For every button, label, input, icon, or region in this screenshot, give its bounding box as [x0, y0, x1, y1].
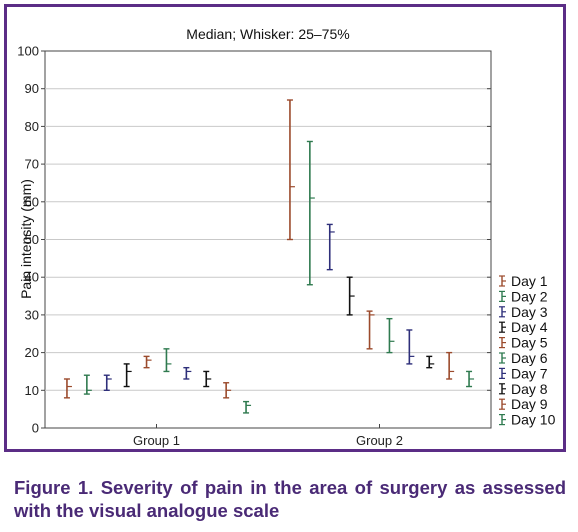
legend-item: Day 5 — [499, 335, 548, 351]
box-mark — [103, 374, 112, 391]
figure-caption: Figure 1. Severity of pain in the area o… — [14, 477, 566, 521]
box-mark — [143, 355, 152, 369]
box-mark — [446, 351, 455, 380]
y-tick-label: 10 — [25, 383, 39, 398]
box-mark — [346, 276, 355, 316]
legend-item: Day 2 — [499, 288, 548, 304]
box-mark — [426, 355, 435, 369]
box-mark — [83, 374, 92, 395]
legend-label: Day 5 — [511, 335, 548, 351]
y-tick-label: 60 — [25, 194, 39, 209]
legend-label: Day 3 — [511, 304, 548, 320]
figure-frame: 0 10 20 30 40 50 60 70 80 90 100 Group 1 Group 2 Da… — [4, 4, 566, 452]
x-tick-label: Group 2 — [356, 433, 403, 448]
y-tick-label: 80 — [25, 119, 39, 134]
box-mark — [243, 400, 252, 414]
y-tick-label: 30 — [25, 307, 39, 322]
y-tick-label: 50 — [25, 232, 39, 247]
box-mark — [406, 329, 415, 365]
y-axis-label: Pain intensity (mm) — [18, 179, 34, 299]
chart-title: Median; Whisker: 25–75% — [186, 26, 349, 42]
x-axis-ticks: Group 1 Group 2 — [133, 424, 403, 448]
y-tick-label: 40 — [25, 270, 39, 285]
legend-label: Day 8 — [511, 381, 548, 397]
legend-item: Day 3 — [499, 304, 548, 320]
y-tick-label: 100 — [17, 44, 39, 59]
y-axis-ticks: 0 10 20 30 40 50 60 70 80 90 100 — [17, 44, 491, 436]
legend-item: Day 4 — [499, 319, 548, 335]
box-mark — [306, 140, 315, 286]
box-mark — [366, 310, 375, 350]
box-mark — [163, 348, 172, 373]
legend-label: Day 6 — [511, 350, 548, 366]
y-tick-label: 90 — [25, 81, 39, 96]
chart-svg: 0 10 20 30 40 50 60 70 80 90 100 Group 1 Group 2 Da… — [17, 26, 556, 448]
box-mark — [203, 370, 212, 388]
y-tick-label: 0 — [32, 421, 39, 436]
x-tick-label: Group 1 — [133, 433, 180, 448]
legend-item: Day 9 — [499, 396, 548, 412]
legend-item: Day 1 — [499, 273, 548, 289]
legend-label: Day 10 — [511, 412, 556, 428]
legend-label: Day 9 — [511, 396, 548, 412]
y-tick-label: 20 — [25, 345, 39, 360]
y-tick-label: 70 — [25, 157, 39, 172]
box-mark — [123, 363, 132, 388]
legend-label: Day 1 — [511, 273, 548, 289]
grid-lines — [45, 88, 491, 391]
legend-item: Day 7 — [499, 365, 548, 381]
box-mark — [326, 223, 335, 271]
box-mark — [386, 317, 395, 354]
box-mark — [63, 378, 72, 399]
legend-label: Day 2 — [511, 288, 548, 304]
box-mark — [466, 370, 475, 388]
legend-item: Day 8 — [499, 381, 548, 397]
box-mark — [183, 366, 192, 380]
box-marks — [63, 99, 475, 414]
box-mark — [223, 382, 232, 399]
box-mark — [286, 99, 295, 241]
legend-item: Day 10 — [499, 412, 556, 428]
legend-label: Day 7 — [511, 365, 548, 381]
legend-label: Day 4 — [511, 319, 548, 335]
legend-item: Day 6 — [499, 350, 548, 366]
